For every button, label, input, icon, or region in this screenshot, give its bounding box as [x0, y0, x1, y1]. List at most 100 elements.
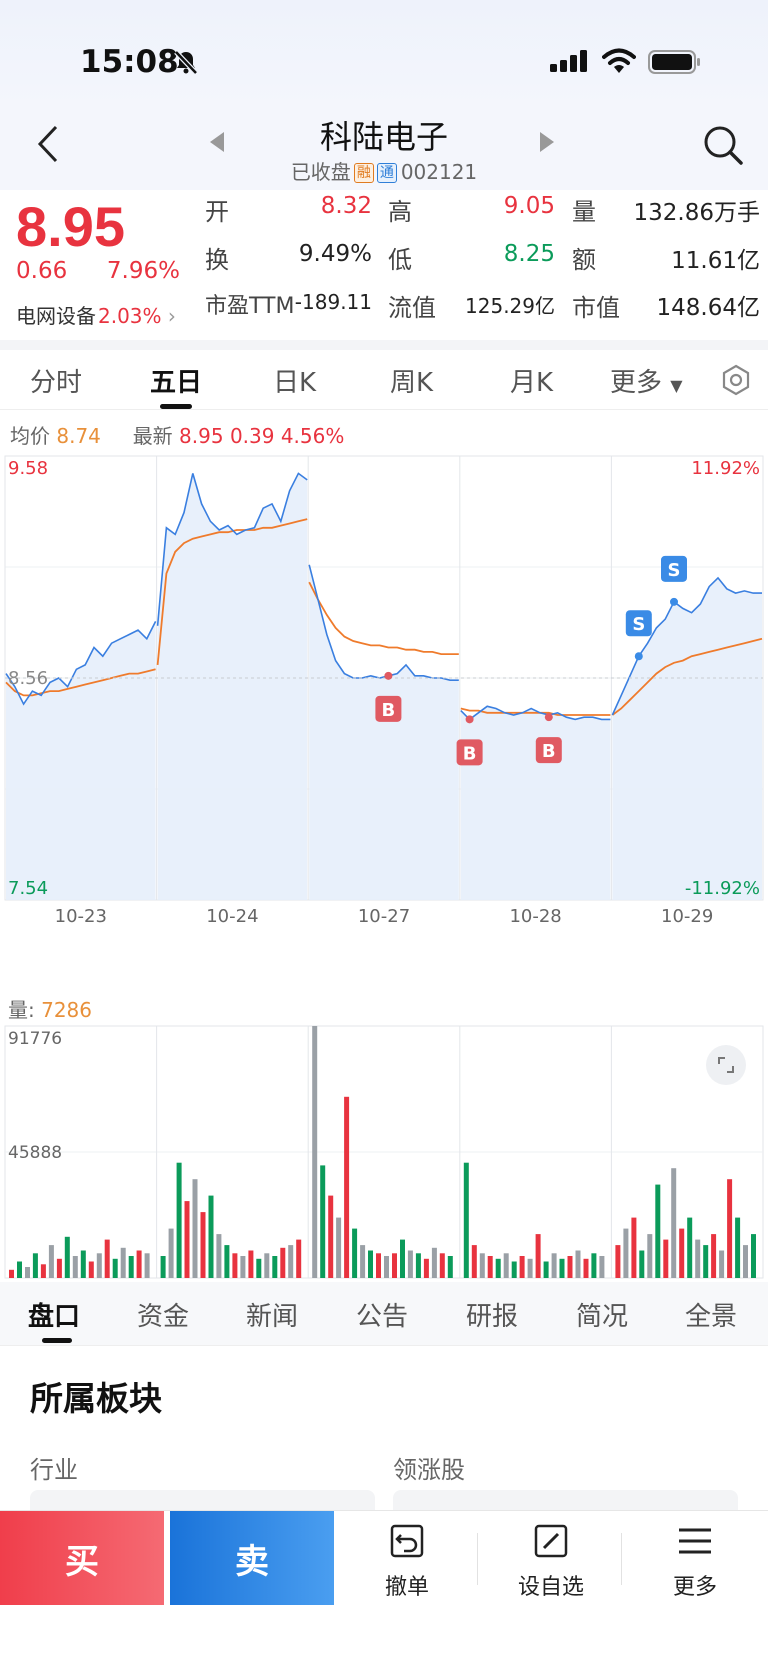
y-tick-left: 9.58	[8, 458, 48, 479]
volume-bar	[719, 1250, 725, 1278]
tab-five-day[interactable]: 五日	[150, 368, 203, 398]
latest-label: 最新	[132, 424, 173, 448]
high-label: 高	[388, 198, 412, 226]
amount-value: 11.61亿	[671, 248, 760, 274]
bell-muted-icon	[174, 50, 198, 75]
volume-bar	[312, 1026, 318, 1278]
open-value: 8.32	[320, 193, 372, 219]
volume-bar	[407, 1250, 413, 1278]
volume-bar	[88, 1261, 94, 1278]
volume-chart[interactable]: 91776 45888	[0, 1022, 768, 1282]
sector-link[interactable]: 电网设备 2.03% ›	[16, 300, 176, 329]
expand-icon[interactable]	[706, 1045, 746, 1085]
volume-bar	[200, 1212, 206, 1278]
volume-bar	[352, 1228, 358, 1278]
volume-bar	[104, 1239, 110, 1278]
volume-bar	[439, 1253, 445, 1278]
volume-bar	[711, 1234, 717, 1278]
stock-name: 科陆电子	[319, 118, 448, 156]
more-button[interactable]: 更多	[640, 1521, 750, 1601]
leader-card[interactable]	[393, 1490, 738, 1510]
volume-bar	[567, 1256, 573, 1278]
volume-bar	[144, 1253, 150, 1278]
stock-subtitle: 已收盘融通 002121	[0, 156, 768, 185]
trade-dot	[384, 671, 393, 680]
add-watchlist-label: 设自选	[517, 1575, 584, 1600]
volume-bar	[256, 1258, 262, 1278]
trade-marker-label: S	[668, 560, 681, 581]
back-icon[interactable]	[36, 124, 60, 164]
tab-overview[interactable]: 全景	[685, 1302, 738, 1332]
volume-bar	[40, 1264, 46, 1278]
float-cap-value: 125.29亿	[465, 294, 555, 318]
trade-marker-label: S	[632, 614, 645, 635]
volume-bar	[344, 1096, 350, 1278]
tab-news[interactable]: 新闻	[246, 1302, 299, 1332]
volume-caption-value: 7286	[41, 998, 93, 1022]
volume-bar	[559, 1258, 565, 1278]
tab-orderbook[interactable]: 盘口	[28, 1302, 81, 1332]
avg-line-day-1	[5, 668, 156, 697]
five-day-price-chart[interactable]: B B B S S 9.58 8.56 7.54 11.92% -11.92% 10-23 10-24…	[0, 450, 768, 980]
volume-bar	[495, 1258, 501, 1278]
pe-label: 市盈TTM	[205, 294, 295, 319]
price-area-day-2	[157, 473, 308, 900]
volume-bar	[176, 1162, 182, 1278]
trade-dot	[465, 715, 474, 724]
price-area-day-1	[6, 621, 156, 900]
turnover-value: 9.49%	[298, 241, 372, 267]
pe-value: -189.11	[294, 290, 372, 314]
action-bar: 买 卖 撤单 设自选 更多	[0, 1510, 768, 1670]
edit-icon	[534, 1524, 568, 1558]
tab-weekly-k[interactable]: 周K	[390, 368, 434, 398]
tab-intraday[interactable]: 分时	[30, 368, 83, 398]
tab-daily-k[interactable]: 日K	[273, 368, 317, 398]
sell-button[interactable]: 卖	[170, 1511, 334, 1605]
avg-line-day-4	[460, 707, 611, 716]
stock-code: 002121	[400, 160, 478, 184]
sector-name: 电网设备	[16, 304, 96, 328]
chart-settings-icon[interactable]	[720, 364, 752, 396]
next-stock-icon[interactable]	[540, 132, 554, 152]
volume-bar	[423, 1258, 429, 1278]
volume-bar	[232, 1253, 238, 1278]
tab-research[interactable]: 研报	[466, 1302, 519, 1332]
tab-profile[interactable]: 简况	[576, 1302, 629, 1332]
volume-bar	[120, 1247, 126, 1278]
high-value: 9.05	[503, 193, 555, 219]
volume-bar	[551, 1253, 557, 1278]
prev-stock-icon[interactable]	[210, 132, 224, 152]
industry-card[interactable]	[30, 1490, 375, 1510]
trade-marker-s-5	[661, 555, 687, 582]
x-tick-label: 10-28	[509, 906, 561, 927]
volume-bar	[599, 1256, 605, 1278]
volume-bar	[679, 1228, 685, 1278]
volume-bar	[400, 1239, 405, 1278]
x-tick-label: 10-29	[661, 906, 713, 927]
cancel-order-button[interactable]: 撤单	[352, 1521, 462, 1601]
cancel-order-label: 撤单	[384, 1575, 429, 1600]
tab-monthly-k[interactable]: 月K	[510, 368, 554, 398]
market-status: 已收盘	[290, 160, 351, 184]
leader-label: 领涨股	[393, 1456, 465, 1484]
tab-capital[interactable]: 资金	[137, 1302, 190, 1332]
status-bar: 15:08	[0, 0, 768, 110]
volume-bar	[735, 1217, 741, 1278]
tab-more[interactable]: 更多 ▼	[610, 362, 683, 399]
buy-button[interactable]: 买	[0, 1511, 164, 1605]
info-tabs: 盘口 资金 新闻 公告 研报 简况 全景	[0, 1282, 768, 1346]
tab-announcements[interactable]: 公告	[356, 1302, 409, 1332]
add-watchlist-button[interactable]: 设自选	[496, 1521, 606, 1601]
trade-marker-b-2	[456, 739, 483, 766]
search-icon[interactable]	[702, 124, 744, 166]
active-tab-indicator	[160, 404, 192, 409]
volume-caption: 量: 7286	[8, 994, 92, 1023]
menu-icon	[679, 1528, 711, 1554]
volume-bar	[503, 1253, 509, 1278]
mkt-cap-label: 市值	[572, 294, 620, 322]
volume-bar	[48, 1245, 54, 1278]
cancel-order-icon	[390, 1524, 424, 1558]
price-line-day-2	[156, 472, 308, 626]
price-line-day-1	[5, 621, 157, 706]
price-change-pct: 7.96%	[106, 258, 180, 284]
